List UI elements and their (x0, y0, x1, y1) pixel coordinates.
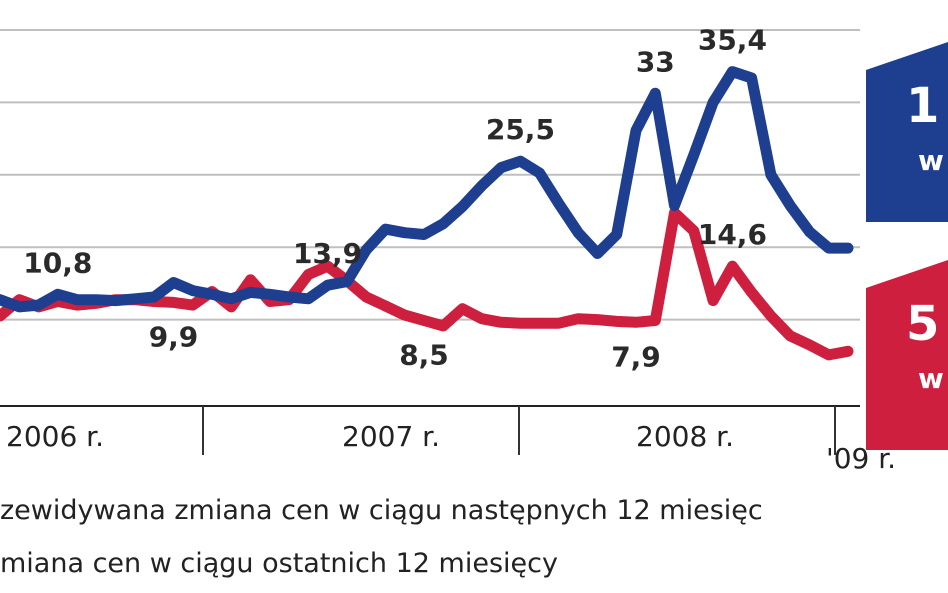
data-label: 7,9 (611, 340, 661, 373)
x-tick-2007: 2007 r. (342, 420, 440, 453)
badge-value: 1 (906, 78, 939, 134)
x-tick-2008: 2008 r. (636, 420, 734, 453)
badge-expected: 1w (866, 42, 948, 222)
data-label: 25,5 (486, 113, 555, 146)
x-axis: 2006 r. 2007 r. 2008 r. '09 r. (0, 405, 896, 475)
series-line-expected (0, 66, 854, 313)
legend-item-expected: zewidywana zmiana cen w ciągu następnych… (0, 495, 763, 526)
data-labels: 10,8 13,9 25,5 33 35,4 9,9 8,5 7,9 14,6 (23, 24, 767, 374)
data-label: 35,4 (698, 24, 767, 57)
data-label: 9,9 (149, 320, 199, 353)
series-lines (0, 66, 854, 361)
x-tick-2006: 2006 r. (6, 420, 104, 453)
badge-value: 5 (906, 296, 939, 352)
legend-item-past: miana cen w ciągu ostatnich 12 miesięcy (0, 548, 558, 579)
badge-past: 5w (866, 260, 948, 450)
badge-unit: w (918, 362, 944, 395)
legend-label-past: miana cen w ciągu ostatnich 12 miesięcy (0, 548, 558, 579)
data-label: 10,8 (23, 246, 92, 279)
data-label: 33 (636, 45, 675, 78)
data-label: 13,9 (293, 237, 362, 270)
legend-label-expected: zewidywana zmiana cen w ciągu następnych… (0, 495, 763, 526)
data-label: 8,5 (399, 339, 449, 372)
data-label: 14,6 (698, 218, 767, 251)
badge-unit: w (918, 144, 944, 177)
